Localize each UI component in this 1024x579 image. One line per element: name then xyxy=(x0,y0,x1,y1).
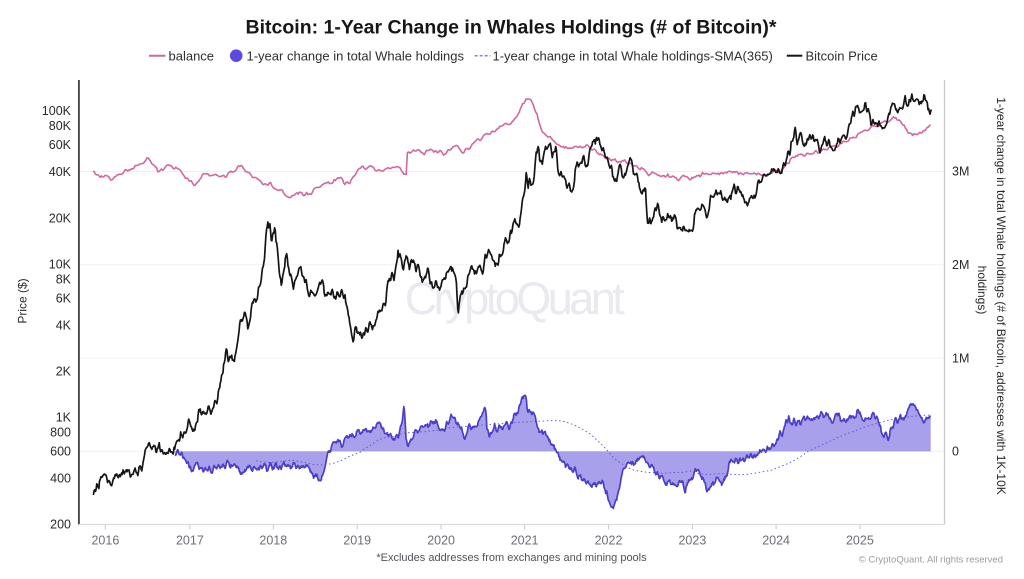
svg-text:3M: 3M xyxy=(952,165,969,179)
svg-text:Bitcoin: 1-Year Change in Whal: Bitcoin: 1-Year Change in Whales Holding… xyxy=(246,17,777,39)
svg-text:2023: 2023 xyxy=(678,534,706,548)
svg-text:1-year change in total Whale h: 1-year change in total Whale holdings (#… xyxy=(994,97,1008,495)
svg-text:6K: 6K xyxy=(56,291,72,305)
svg-text:4K: 4K xyxy=(56,318,72,332)
svg-text:2020: 2020 xyxy=(427,534,455,548)
svg-text:20K: 20K xyxy=(49,211,72,225)
svg-text:400: 400 xyxy=(50,472,71,486)
svg-text:8K: 8K xyxy=(56,272,72,286)
svg-text:40K: 40K xyxy=(49,165,72,179)
svg-text:2016: 2016 xyxy=(91,534,119,548)
svg-text:2022: 2022 xyxy=(595,534,623,548)
svg-text:80K: 80K xyxy=(49,119,72,133)
svg-text:60K: 60K xyxy=(49,138,72,152)
svg-text:2024: 2024 xyxy=(762,534,790,548)
svg-text:2017: 2017 xyxy=(176,534,204,548)
svg-text:holdings): holdings) xyxy=(975,266,989,315)
svg-text:800: 800 xyxy=(50,426,71,440)
svg-text:2018: 2018 xyxy=(259,534,287,548)
svg-text:1-year change in total Whale h: 1-year change in total Whale holdings xyxy=(247,48,465,63)
svg-text:2M: 2M xyxy=(952,258,969,272)
svg-text:0: 0 xyxy=(952,445,959,459)
svg-text:2019: 2019 xyxy=(343,534,371,548)
svg-text:1K: 1K xyxy=(56,411,72,425)
svg-text:Bitcoin Price: Bitcoin Price xyxy=(806,48,878,63)
svg-text:1-year change in total Whale h: 1-year change in total Whale holdings-SM… xyxy=(493,48,773,63)
svg-text:10K: 10K xyxy=(49,257,72,271)
svg-text:200: 200 xyxy=(50,518,71,532)
svg-text:1M: 1M xyxy=(952,351,969,365)
svg-text:© CryptoQuant. All rights rese: © CryptoQuant. All rights reserved xyxy=(859,555,1003,566)
svg-text:balance: balance xyxy=(169,48,215,63)
svg-text:600: 600 xyxy=(50,445,71,459)
svg-text:100K: 100K xyxy=(42,104,72,118)
svg-text:2025: 2025 xyxy=(846,534,874,548)
svg-text:2021: 2021 xyxy=(511,534,539,548)
svg-text:2K: 2K xyxy=(56,365,72,379)
svg-text:Price ($): Price ($) xyxy=(16,278,30,323)
svg-text:CryptoQuant: CryptoQuant xyxy=(405,273,626,324)
svg-text:*Excludes addresses from excha: *Excludes addresses from exchanges and m… xyxy=(376,552,647,564)
